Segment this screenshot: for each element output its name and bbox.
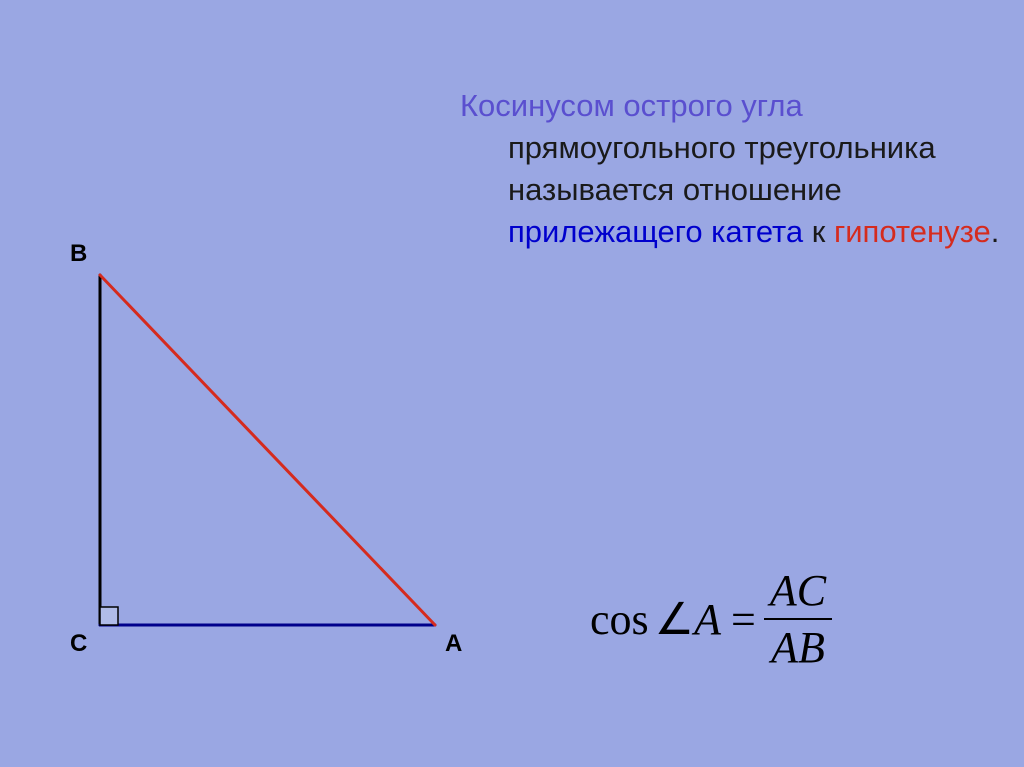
definition-segment: гипотенузе — [834, 214, 991, 249]
definition-segment: к — [803, 214, 834, 249]
formula-func: cos — [590, 594, 649, 645]
definition-segment: прилежащего катета — [508, 214, 803, 249]
vertex-label-a: А — [445, 630, 462, 658]
formula-var: A — [694, 594, 721, 645]
definition-segment: . — [991, 214, 1000, 249]
vertex-label-c: С — [70, 630, 87, 658]
vertex-label-b: В — [70, 240, 87, 268]
definition-segment: Косинусом острого угла — [460, 88, 803, 123]
definition-text: Косинусом острого угла прямоугольного тр… — [460, 85, 1008, 252]
right-angle-marker — [100, 607, 118, 625]
fraction-denominator: AB — [765, 620, 831, 673]
cosine-formula: cos ∠ A = AC AB — [590, 565, 832, 673]
angle-symbol-icon: ∠ — [655, 594, 694, 645]
formula-equals: = — [731, 594, 756, 645]
fraction-numerator: AC — [764, 565, 832, 618]
formula-fraction: AC AB — [764, 565, 832, 673]
definition-segment: прямоугольного треугольника называется о… — [508, 130, 936, 207]
